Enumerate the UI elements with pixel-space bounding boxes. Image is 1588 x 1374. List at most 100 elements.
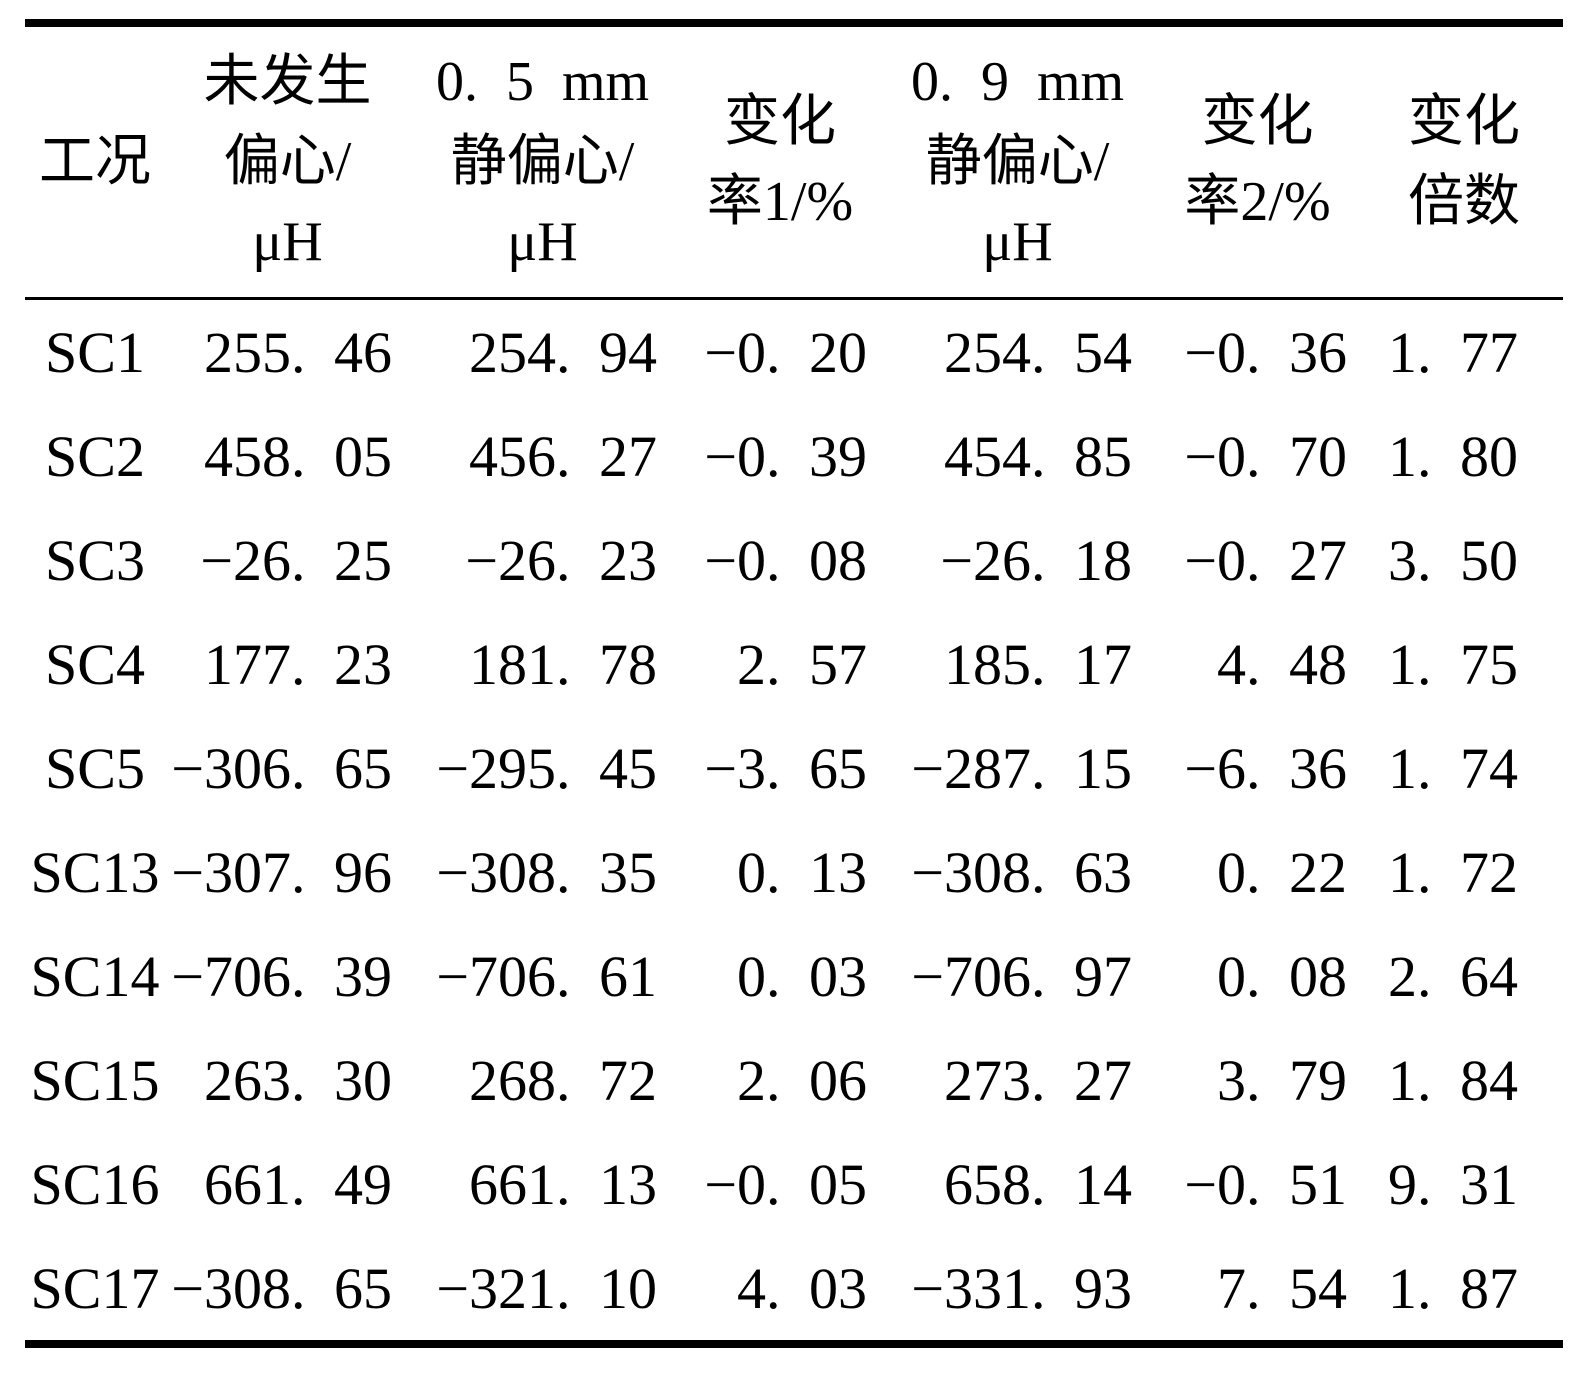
value-cell: −287. 15 xyxy=(911,735,1132,801)
value-cell: 658. 14 xyxy=(944,1151,1132,1217)
header-line: 静偏心/ xyxy=(450,131,635,193)
row-label: SC3 xyxy=(45,527,145,593)
row-label: SC5 xyxy=(45,735,145,801)
row-label: SC16 xyxy=(30,1151,160,1217)
value-cell: 1. 77 xyxy=(1388,319,1518,385)
value-cell: −0. 27 xyxy=(1184,527,1347,593)
table-row: SC3 −26. 25 −26. 23 −0. 08 −26. 18 −0. 27 3. 5… xyxy=(25,508,1563,612)
value-cell: −308. 63 xyxy=(911,839,1132,905)
value-cell: −308. 35 xyxy=(436,839,657,905)
header-line: 变化 xyxy=(1408,91,1520,153)
column-header-no-eccentricity-uh: 未发生偏心/μH xyxy=(165,23,410,300)
header-line: 率2/% xyxy=(1184,171,1331,233)
value-cell: 0. 08 xyxy=(1217,943,1347,1009)
value-cell: −306. 65 xyxy=(171,735,392,801)
value-cell: 7. 54 xyxy=(1217,1255,1347,1321)
value-cell: −307. 96 xyxy=(171,839,392,905)
value-cell: 1. 74 xyxy=(1388,735,1518,801)
value-cell: −26. 23 xyxy=(465,527,657,593)
table-row: SC5 −306. 65 −295. 45 −3. 65 −287. 15 −6. 36 1… xyxy=(25,716,1563,820)
value-cell: 661. 49 xyxy=(204,1151,392,1217)
row-label: SC15 xyxy=(30,1047,160,1113)
header-line: 变化 xyxy=(724,91,836,153)
header-line: 率1/% xyxy=(706,171,854,233)
column-header-change-rate-2-percent: 变化率2/% xyxy=(1150,23,1365,300)
table-body: SC1 255. 46 254. 94 −0. 20 254. 54 −0. 36 1. 7… xyxy=(25,299,1563,1345)
table-row: SC14 −706. 39 −706. 61 0. 03 −706. 97 0. 08 2.… xyxy=(25,924,1563,1028)
column-header-change-multiple: 变化 倍数 xyxy=(1365,23,1563,300)
value-cell: 1. 75 xyxy=(1388,631,1518,697)
value-cell: −26. 18 xyxy=(940,527,1132,593)
column-header-change-rate-1-percent: 变化率1/% xyxy=(675,23,885,300)
header-line: 0. 5 mm xyxy=(435,51,650,113)
value-cell: −706. 39 xyxy=(171,943,392,1009)
value-cell: −706. 97 xyxy=(911,943,1132,1009)
value-cell: 0. 22 xyxy=(1217,839,1347,905)
value-cell: 4. 48 xyxy=(1217,631,1347,697)
value-cell: −0. 70 xyxy=(1184,423,1347,489)
value-cell: −0. 36 xyxy=(1184,319,1347,385)
row-label: SC1 xyxy=(45,319,145,385)
value-cell: −26. 25 xyxy=(200,527,392,593)
row-label: SC14 xyxy=(30,943,160,1009)
value-cell: −331. 93 xyxy=(911,1255,1132,1321)
value-cell: 3. 79 xyxy=(1217,1047,1347,1113)
header-line: μH xyxy=(982,211,1053,273)
value-cell: 255. 46 xyxy=(204,319,392,385)
table-row: SC1 255. 46 254. 94 −0. 20 254. 54 −0. 36 1. 7… xyxy=(25,299,1563,405)
header-line: μH xyxy=(507,211,578,273)
header-line: 0. 9 mm xyxy=(910,51,1125,113)
value-cell: 456. 27 xyxy=(469,423,657,489)
value-cell: 254. 54 xyxy=(944,319,1132,385)
value-cell: −3. 65 xyxy=(704,735,867,801)
row-label: SC13 xyxy=(30,839,160,905)
value-cell: 177. 23 xyxy=(204,631,392,697)
value-cell: 2. 06 xyxy=(737,1047,867,1113)
header-line: 偏心/ xyxy=(223,131,352,193)
header-line: 未发生 xyxy=(203,51,372,113)
value-cell: 0. 13 xyxy=(737,839,867,905)
value-cell: 1. 80 xyxy=(1388,423,1518,489)
table-row: SC4 177. 23 181. 78 2. 57 185. 17 4. 48 1. 75 xyxy=(25,612,1563,716)
value-cell: 185. 17 xyxy=(944,631,1132,697)
column-header-condition: 工况 xyxy=(25,23,165,300)
table-header: 工况 未发生偏心/μH 0. 5 mm 静偏心/μH 变化率1/% 0. 9 mm 静偏心/… xyxy=(25,23,1563,300)
column-header-static-eccentricity-09mm-uh: 0. 9 mm 静偏心/μH xyxy=(885,23,1150,300)
value-cell: −0. 20 xyxy=(704,319,867,385)
value-cell: 181. 78 xyxy=(469,631,657,697)
value-cell: 2. 57 xyxy=(737,631,867,697)
value-cell: 268. 72 xyxy=(469,1047,657,1113)
value-cell: 458. 05 xyxy=(204,423,392,489)
value-cell: 454. 85 xyxy=(944,423,1132,489)
value-cell: −6. 36 xyxy=(1184,735,1347,801)
value-cell: −295. 45 xyxy=(436,735,657,801)
value-cell: −0. 05 xyxy=(704,1151,867,1217)
header-line: μH xyxy=(252,211,323,273)
row-label: SC17 xyxy=(30,1255,160,1321)
row-label: SC2 xyxy=(45,423,145,489)
value-cell: 4. 03 xyxy=(737,1255,867,1321)
header-line: 工况 xyxy=(39,131,151,193)
value-cell: 2. 64 xyxy=(1388,943,1518,1009)
table-row: SC17 −308. 65 −321. 10 4. 03 −331. 93 7. 54 1.… xyxy=(25,1236,1563,1344)
table-row: SC2 458. 05 456. 27 −0. 39 454. 85 −0. 70 1. 8… xyxy=(25,404,1563,508)
header-line: 倍数 xyxy=(1408,171,1520,233)
value-cell: 263. 30 xyxy=(204,1047,392,1113)
row-label: SC4 xyxy=(45,631,145,697)
value-cell: 254. 94 xyxy=(469,319,657,385)
value-cell: 3. 50 xyxy=(1388,527,1518,593)
value-cell: 273. 27 xyxy=(944,1047,1132,1113)
value-cell: 1. 84 xyxy=(1388,1047,1518,1113)
value-cell: 9. 31 xyxy=(1388,1151,1518,1217)
header-line: 变化 xyxy=(1201,91,1314,153)
table-row: SC13 −307. 96 −308. 35 0. 13 −308. 63 0. 22 1.… xyxy=(25,820,1563,924)
table-row: SC16 661. 49 661. 13 −0. 05 658. 14 −0. 51 9. … xyxy=(25,1132,1563,1236)
value-cell: 0. 03 xyxy=(737,943,867,1009)
eccentricity-inductance-table: 工况 未发生偏心/μH 0. 5 mm 静偏心/μH 变化率1/% 0. 9 mm 静偏心/… xyxy=(25,19,1563,1348)
table-row: SC15 263. 30 268. 72 2. 06 273. 27 3. 79 1. 84 xyxy=(25,1028,1563,1132)
header-line: 静偏心/ xyxy=(925,131,1110,193)
value-cell: 1. 72 xyxy=(1388,839,1518,905)
value-cell: −321. 10 xyxy=(436,1255,657,1321)
value-cell: −0. 51 xyxy=(1184,1151,1347,1217)
